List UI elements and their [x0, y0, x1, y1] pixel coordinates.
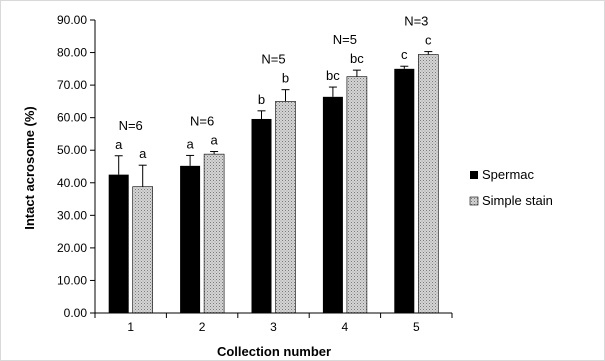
significance-letter: a: [139, 146, 147, 161]
y-tick-label: 90.00: [57, 13, 87, 27]
bars-layer: [108, 54, 439, 314]
x-tick-label: 1: [127, 320, 134, 334]
x-axis-ticks: 1 2 3 4 5: [94, 313, 453, 334]
bar-simple-stain-1: [132, 186, 153, 314]
significance-letter: bc: [326, 68, 340, 83]
significance-letter: a: [115, 137, 123, 152]
significance-letter: a: [186, 136, 194, 151]
legend-label: Spermac: [482, 167, 535, 182]
significance-letter: c: [401, 47, 408, 62]
y-tick-label: 70.00: [57, 78, 87, 92]
y-tick-label: 80.00: [57, 46, 87, 60]
y-tick-label: 10.00: [57, 273, 87, 287]
significance-letter: b: [258, 92, 265, 107]
legend-swatch: [469, 196, 479, 206]
legend-label: Simple stain: [482, 193, 553, 208]
significance-letter: bc: [350, 51, 364, 66]
bar-spermac-1: [108, 174, 129, 313]
bar-spermac-3: [251, 118, 272, 313]
y-axis-ticks: 0.00 10.00 20.00 30.00 40.00 50.00 60.00 70.00 8…: [57, 13, 95, 320]
bar-simple-stain-5: [417, 54, 439, 314]
y-tick-label: 50.00: [57, 143, 87, 157]
group-annotation: N=6: [190, 114, 214, 129]
y-axis-title: Intact acrosome (%): [22, 106, 37, 230]
group-annotations-layer: N=6 N=6 N=5 N=5 N=3: [119, 14, 429, 133]
legend-swatch: [470, 171, 478, 179]
legend: Spermac Simple stain: [469, 167, 553, 208]
y-tick-label: 0.00: [64, 306, 88, 320]
bar-simple-stain-2: [203, 153, 225, 314]
group-annotation: N=3: [404, 14, 428, 29]
bar-simple-stain-3: [275, 101, 296, 314]
significance-letter: c: [425, 33, 432, 48]
x-tick-label: 4: [342, 320, 349, 334]
y-tick-label: 40.00: [57, 176, 87, 190]
axes-layer: [94, 20, 452, 314]
bar-simple-stain-4: [346, 76, 368, 314]
y-tick-label: 30.00: [57, 208, 87, 222]
x-tick-label: 2: [199, 320, 206, 334]
y-tick-label: 20.00: [57, 241, 87, 255]
bar-spermac-4: [322, 96, 343, 313]
x-tick-label: 5: [413, 320, 420, 334]
group-annotation: N=6: [119, 118, 143, 133]
y-tick-label: 60.00: [57, 111, 87, 125]
bar-spermac-5: [394, 68, 415, 313]
x-tick-label: 3: [270, 320, 277, 334]
significance-letter: b: [282, 71, 289, 86]
x-axis-title: Collection number: [217, 344, 331, 359]
group-annotation: N=5: [333, 32, 357, 47]
group-annotation: N=5: [261, 52, 285, 67]
significance-letter: a: [210, 133, 218, 148]
bar-spermac-2: [180, 165, 201, 313]
error-bars-layer: [114, 51, 433, 187]
